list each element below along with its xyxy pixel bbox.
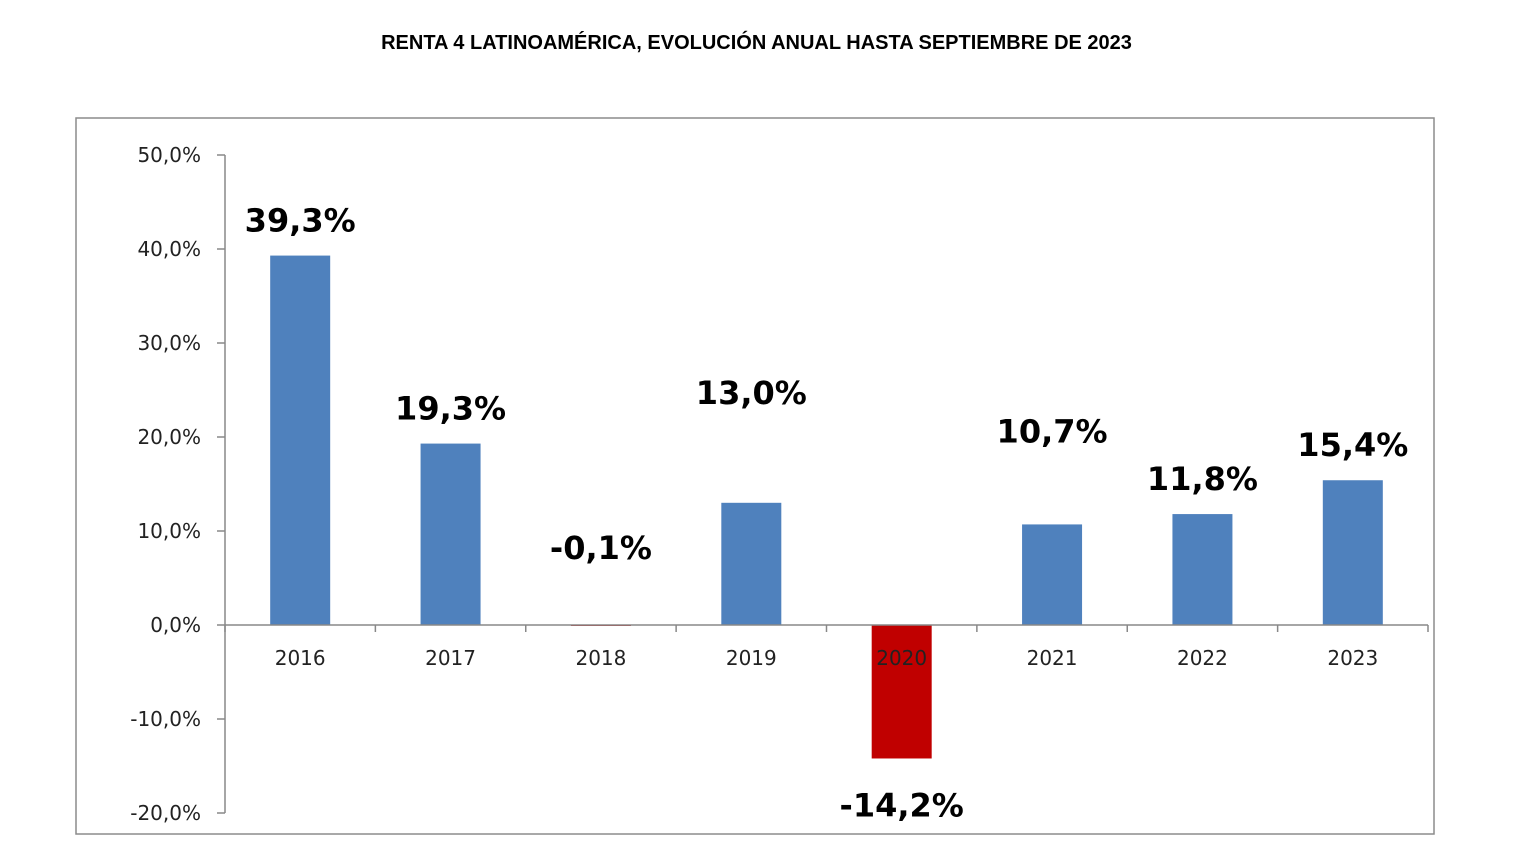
data-label: 19,3% xyxy=(395,390,506,428)
y-tick-label: 20,0% xyxy=(137,425,201,449)
bar xyxy=(1172,514,1233,625)
y-tick-label: 50,0% xyxy=(137,143,201,167)
x-tick-label: 2017 xyxy=(425,646,476,670)
x-tick-label: 2020 xyxy=(876,646,927,670)
data-label: 13,0% xyxy=(696,374,807,412)
data-label: -14,2% xyxy=(840,786,964,824)
x-tick-label: 2016 xyxy=(275,646,326,670)
bar xyxy=(871,625,932,759)
y-tick-label: 30,0% xyxy=(137,331,201,355)
bar xyxy=(270,255,331,625)
data-label: 15,4% xyxy=(1297,426,1408,464)
x-tick-label: 2018 xyxy=(575,646,626,670)
bar xyxy=(1022,524,1083,625)
bar xyxy=(721,502,782,625)
data-label: 10,7% xyxy=(997,412,1108,450)
bar xyxy=(420,443,481,625)
y-tick-label: 40,0% xyxy=(137,237,201,261)
y-tick-label: 0,0% xyxy=(150,613,201,637)
data-label: -0,1% xyxy=(550,529,652,567)
y-tick-label: -10,0% xyxy=(130,707,201,731)
y-tick-label: 10,0% xyxy=(137,519,201,543)
x-tick-label: 2021 xyxy=(1027,646,1078,670)
data-label: 39,3% xyxy=(245,202,356,240)
x-tick-label: 2022 xyxy=(1177,646,1228,670)
data-label: 11,8% xyxy=(1147,460,1258,498)
x-tick-label: 2019 xyxy=(726,646,777,670)
bar xyxy=(1322,480,1383,625)
y-tick-label: -20,0% xyxy=(130,801,201,825)
chart-title: RENTA 4 LATINOAMÉRICA, EVOLUCIÓN ANUAL H… xyxy=(381,32,1132,54)
x-tick-label: 2023 xyxy=(1327,646,1378,670)
